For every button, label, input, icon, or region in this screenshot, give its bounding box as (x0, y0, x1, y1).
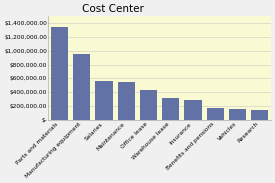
Bar (140, 90, 157, 120)
Bar (73, 54, 90, 120)
Bar (184, 100, 202, 120)
Bar (229, 109, 246, 120)
Text: Cost Center: Cost Center (82, 4, 144, 14)
Bar (51, 27, 68, 120)
Bar (207, 108, 224, 120)
Bar (118, 82, 135, 120)
Bar (95, 81, 113, 120)
Bar (162, 98, 179, 120)
Bar (251, 110, 268, 120)
